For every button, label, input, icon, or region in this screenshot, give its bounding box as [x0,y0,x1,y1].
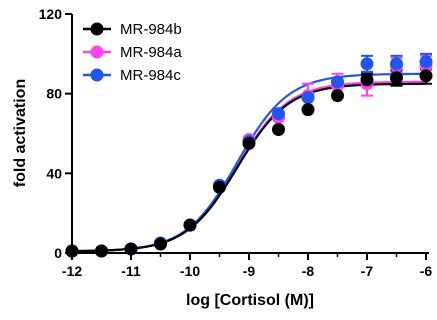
y-tick-label: 80 [46,86,62,102]
data-point [360,73,374,87]
data-point [272,107,285,121]
data-point [301,103,315,117]
data-point [331,89,344,103]
fit-curve [71,80,427,253]
x-tick-label: -9 [243,263,256,279]
legend: MR-984b MR-984a MR-984c [83,21,182,84]
fit-curve [71,72,427,253]
fit-curve [71,82,427,253]
data-point [301,91,315,105]
legend-label: MR-984a [120,44,182,61]
x-axis-title: log [Cortisol (M)] [186,292,314,309]
legend-label: MR-984c [120,67,181,84]
data-point [390,71,403,85]
data-point [419,55,433,69]
x-tick-label: -12 [62,263,82,279]
x-tick-label: -6 [420,263,433,279]
data-point [183,218,197,232]
x-tick-label: -8 [302,263,315,279]
legend-marker [90,45,104,59]
legend-label: MR-984b [120,21,182,38]
data-point [360,57,374,71]
y-axis-title: fold activation [12,79,29,187]
y-tick-label: 40 [46,165,62,181]
data-point [213,180,226,194]
legend-marker [90,68,104,82]
y-tick-label: 0 [54,245,62,261]
x-tick-label: -10 [180,263,200,279]
data-point [272,123,285,137]
plot-area [65,52,433,258]
x-tick-label: -11 [121,263,141,279]
legend-marker [90,22,104,36]
data-point [390,57,403,71]
axis-ticks: -12 -11 -10 -9 -8 -7 -6 0 40 80 120 [39,6,433,279]
x-tick-label: -7 [361,263,374,279]
data-point [331,75,344,89]
data-point [95,244,108,258]
y-tick-label: 120 [39,6,63,22]
data-point [419,69,433,83]
data-point [242,136,256,150]
data-point [154,237,167,251]
